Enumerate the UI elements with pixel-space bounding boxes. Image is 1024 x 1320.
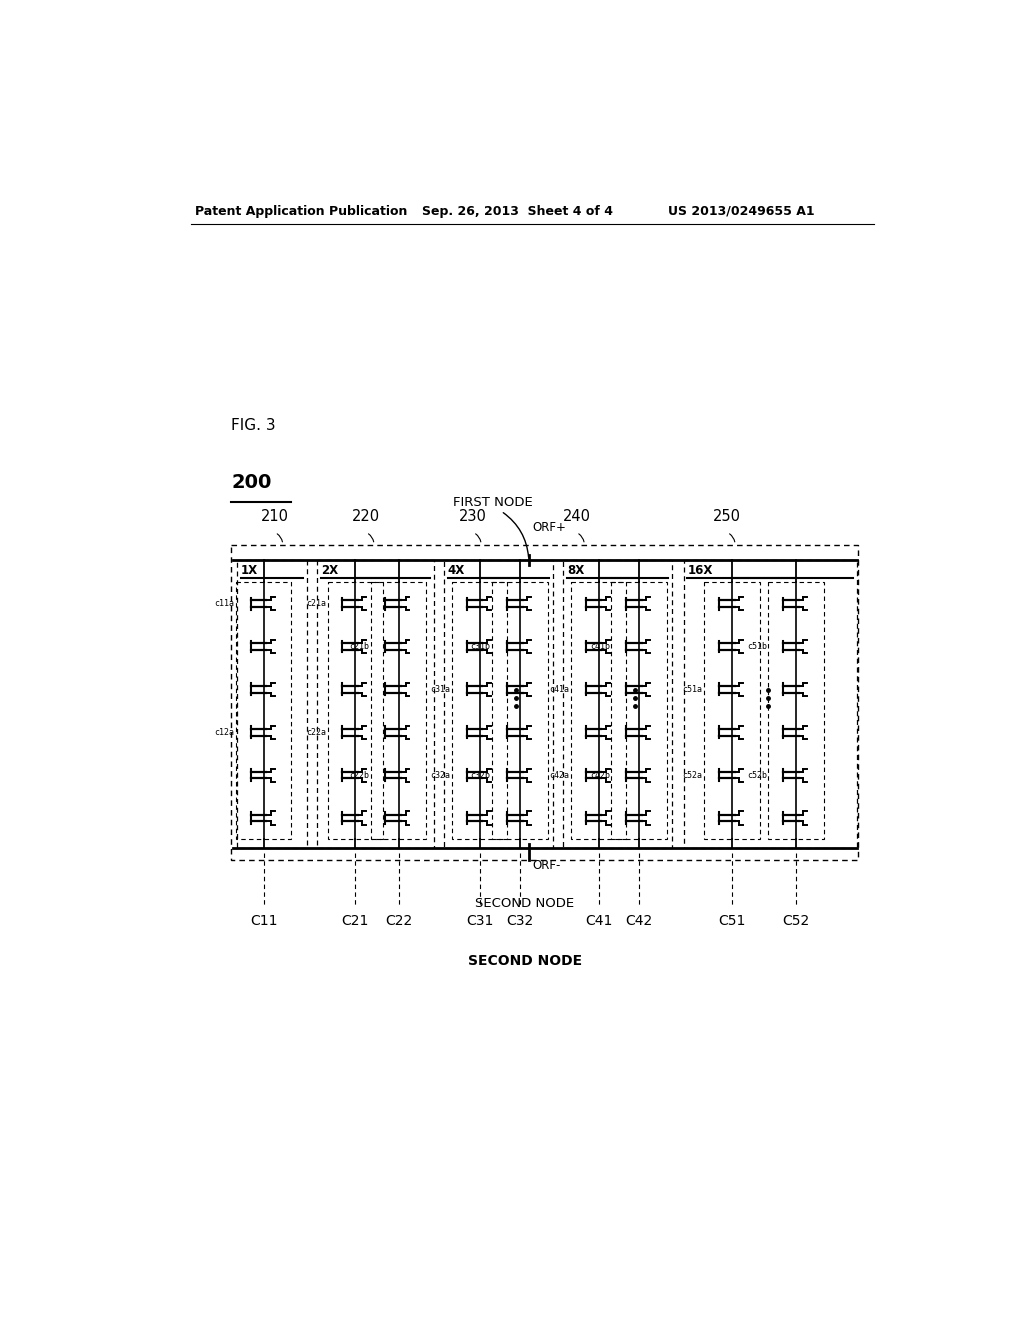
FancyArrowPatch shape	[278, 533, 283, 543]
FancyArrowPatch shape	[579, 533, 584, 543]
Bar	[237, 582, 292, 840]
Bar	[452, 582, 508, 840]
Bar	[328, 582, 383, 840]
Bar	[231, 545, 858, 859]
Text: C21: C21	[342, 913, 369, 928]
Bar	[611, 582, 667, 840]
Text: 240: 240	[562, 510, 591, 524]
Text: c41a: c41a	[550, 685, 569, 694]
Text: SECOND NODE: SECOND NODE	[475, 896, 574, 909]
Text: C42: C42	[626, 913, 652, 928]
Text: c31b: c31b	[471, 642, 490, 651]
Bar	[563, 560, 672, 847]
Text: c32b: c32b	[471, 771, 490, 780]
Text: 230: 230	[460, 510, 487, 524]
Text: C41: C41	[585, 913, 612, 928]
Text: c21a: c21a	[306, 599, 327, 609]
Bar	[237, 560, 306, 847]
Text: c51a: c51a	[683, 685, 702, 694]
Text: c12a: c12a	[214, 727, 234, 737]
FancyArrowPatch shape	[729, 533, 735, 543]
Text: Patent Application Publication: Patent Application Publication	[196, 205, 408, 218]
Bar	[443, 560, 553, 847]
Text: c41b: c41b	[590, 642, 609, 651]
Text: SECOND NODE: SECOND NODE	[468, 954, 582, 969]
Text: ORF-: ORF-	[532, 859, 561, 873]
Text: US 2013/0249655 A1: US 2013/0249655 A1	[668, 205, 814, 218]
Text: 1X: 1X	[241, 564, 258, 577]
Text: c22b: c22b	[349, 771, 370, 780]
Bar	[768, 582, 823, 840]
Text: 4X: 4X	[447, 564, 465, 577]
Bar	[371, 582, 426, 840]
Text: C31: C31	[466, 913, 494, 928]
Text: C11: C11	[250, 913, 278, 928]
Bar	[705, 582, 760, 840]
Bar	[684, 560, 856, 847]
Bar	[493, 582, 548, 840]
FancyArrowPatch shape	[369, 533, 374, 543]
Text: c51b: c51b	[746, 642, 767, 651]
Text: C51: C51	[718, 913, 745, 928]
Text: c32a: c32a	[430, 771, 451, 780]
Bar	[571, 582, 627, 840]
Text: Sep. 26, 2013  Sheet 4 of 4: Sep. 26, 2013 Sheet 4 of 4	[422, 205, 612, 218]
Text: c52b: c52b	[746, 771, 767, 780]
Text: c22a: c22a	[306, 727, 327, 737]
Text: c52a: c52a	[683, 771, 702, 780]
Text: C32: C32	[506, 913, 534, 928]
Text: C22: C22	[385, 913, 413, 928]
Text: 220: 220	[352, 510, 380, 524]
Bar	[316, 560, 433, 847]
Text: 8X: 8X	[566, 564, 584, 577]
Text: 16X: 16X	[687, 564, 713, 577]
Text: c42b: c42b	[590, 771, 609, 780]
Text: C52: C52	[782, 913, 810, 928]
Text: ORF+: ORF+	[532, 521, 566, 533]
Text: c21b: c21b	[349, 642, 370, 651]
Text: FIG. 3: FIG. 3	[231, 417, 275, 433]
Text: c31a: c31a	[430, 685, 451, 694]
Text: 2X: 2X	[321, 564, 338, 577]
Text: 200: 200	[231, 474, 271, 492]
Text: FIRST NODE: FIRST NODE	[454, 496, 532, 510]
Text: c11a: c11a	[214, 599, 234, 609]
Text: 250: 250	[713, 510, 741, 524]
Text: c42a: c42a	[550, 771, 569, 780]
Text: 210: 210	[261, 510, 289, 524]
FancyArrowPatch shape	[475, 533, 481, 543]
FancyArrowPatch shape	[503, 512, 528, 557]
